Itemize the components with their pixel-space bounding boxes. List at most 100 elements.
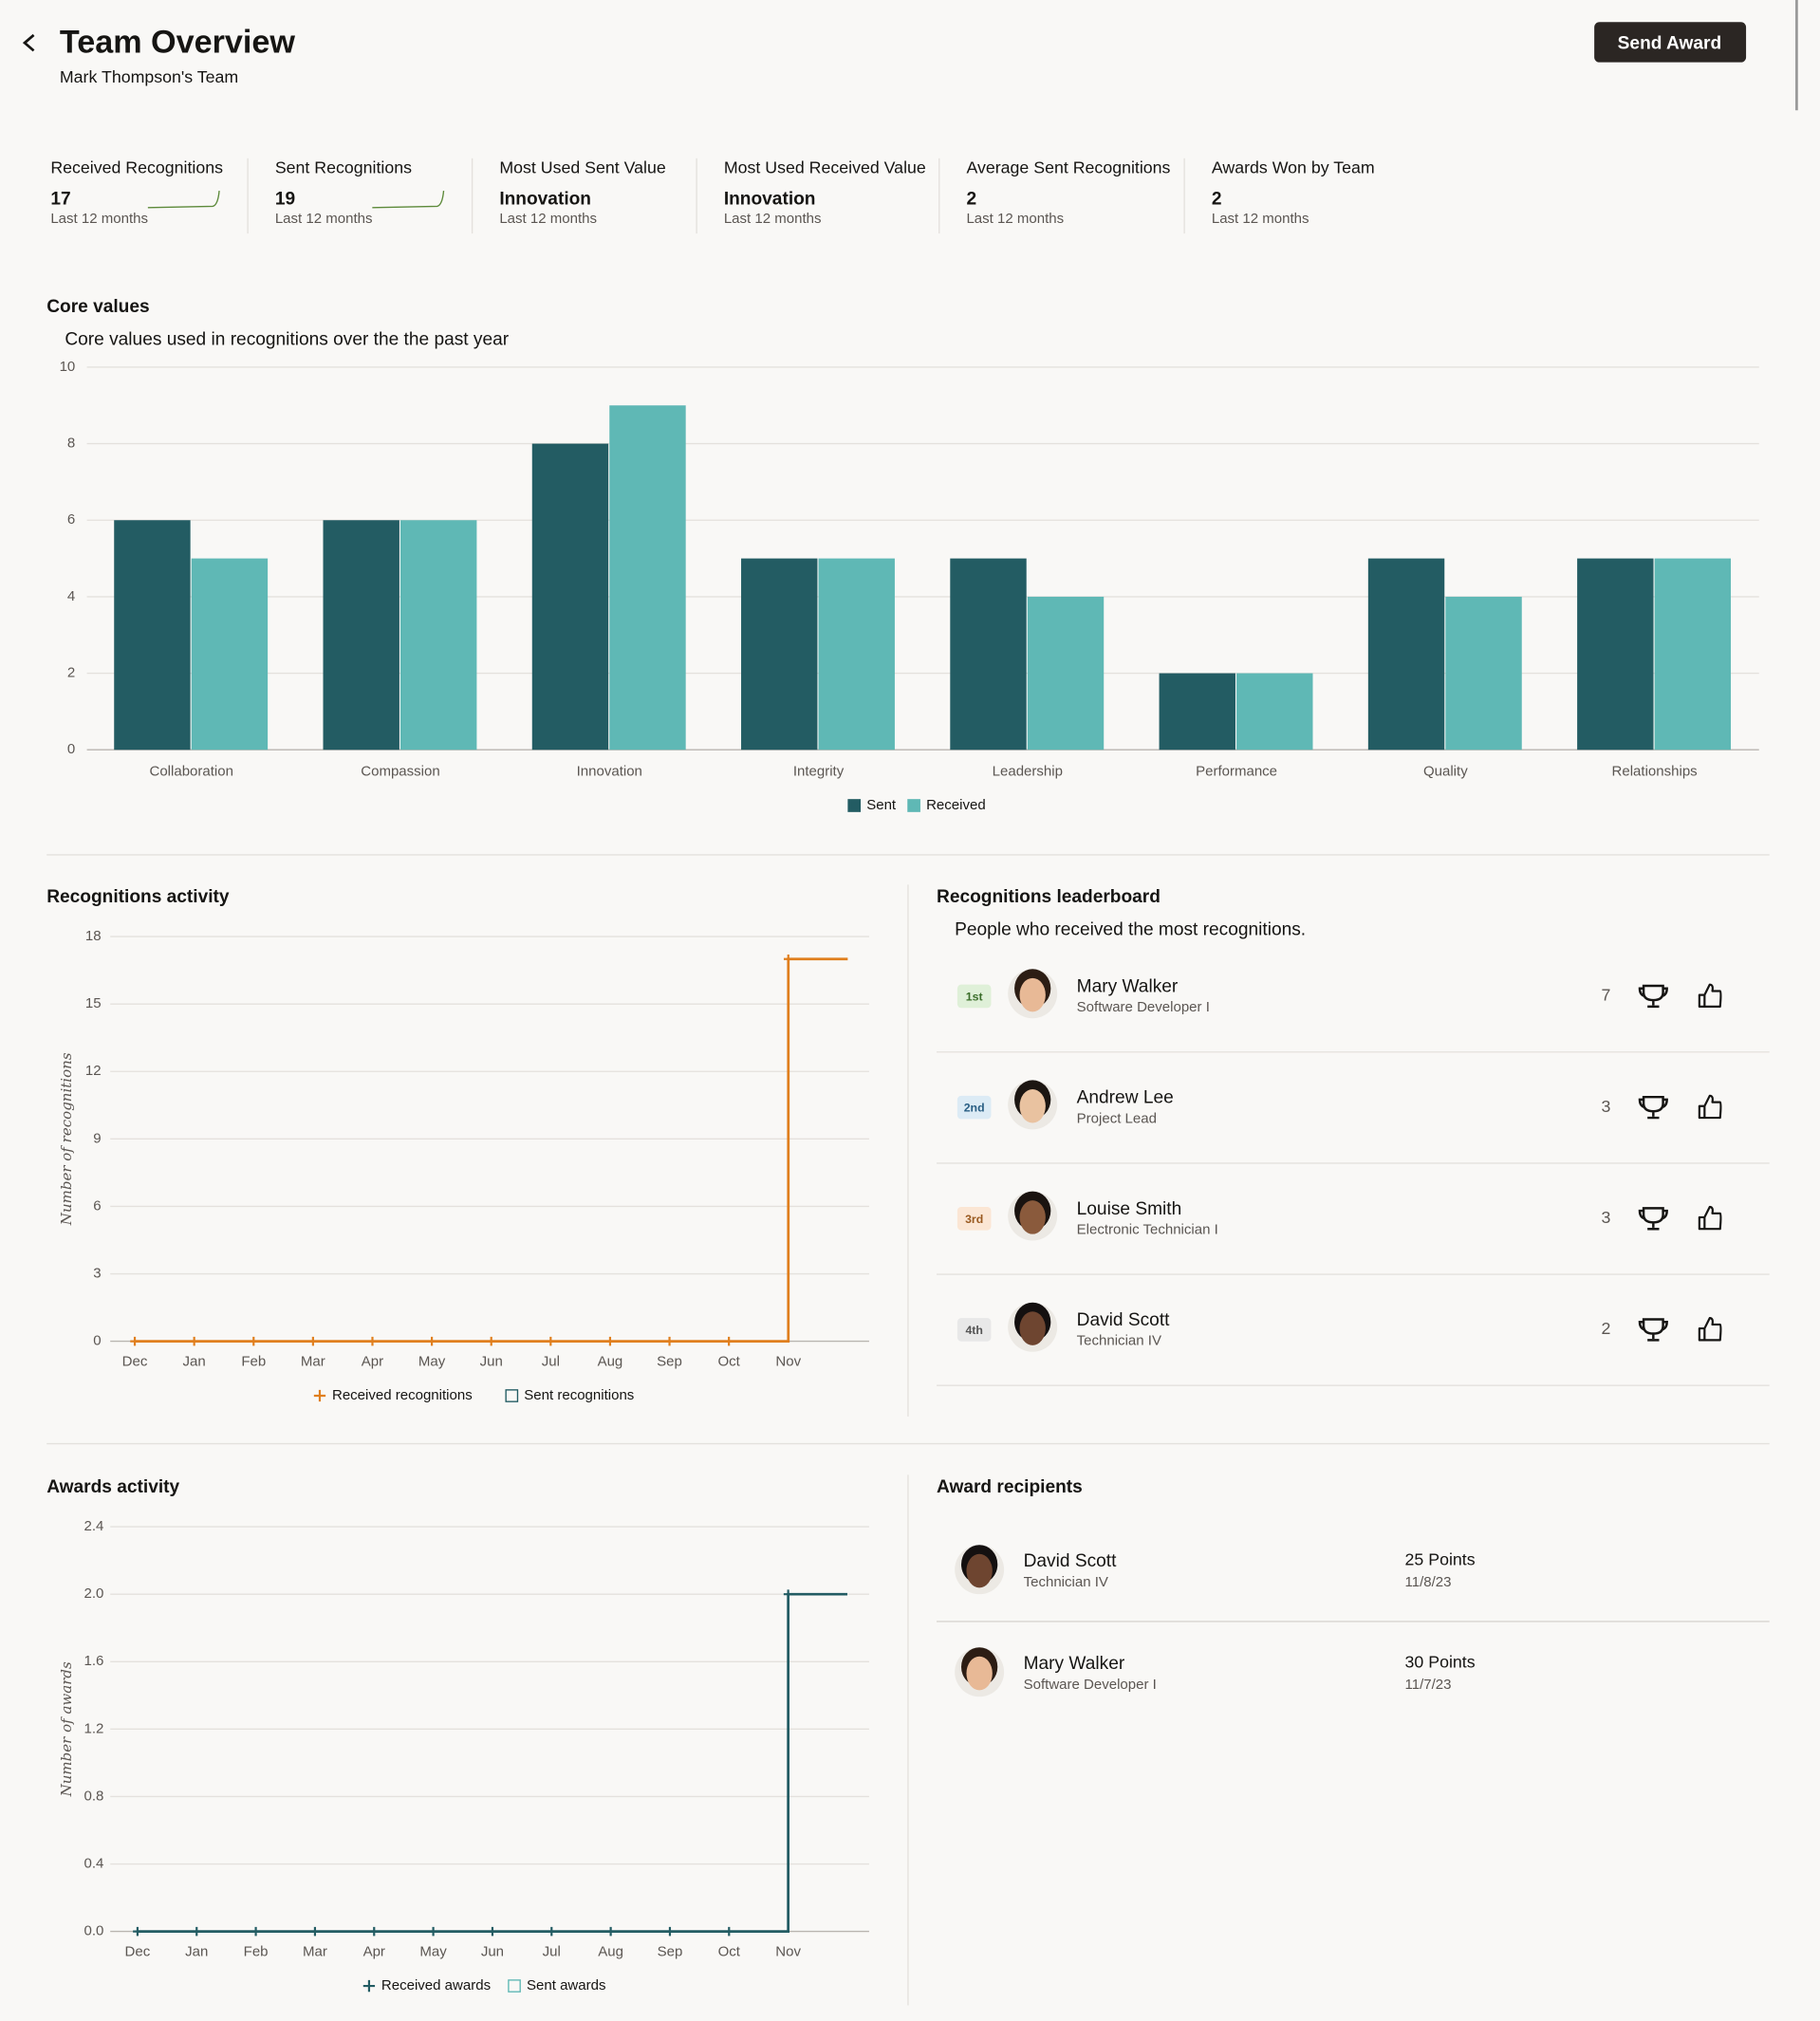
point-marker bbox=[664, 1336, 675, 1346]
person-role: Technician IV bbox=[1024, 1574, 1108, 1590]
legend-label: Received bbox=[926, 797, 986, 813]
point-marker bbox=[488, 1926, 497, 1937]
rank-label: 1st bbox=[966, 991, 983, 1004]
rank-label: 4th bbox=[965, 1324, 982, 1337]
x-tick-label: Jul bbox=[542, 1353, 560, 1369]
chart-title: Awards activity bbox=[46, 1477, 179, 1497]
point-marker bbox=[133, 1926, 142, 1937]
y-tick-label: 0 bbox=[93, 1333, 101, 1349]
person-role: Electronic Technician I bbox=[1077, 1222, 1218, 1238]
trophy-icon[interactable] bbox=[1638, 1095, 1668, 1120]
point-marker bbox=[665, 1926, 675, 1937]
point-marker bbox=[724, 1926, 734, 1937]
x-tick-label: Aug bbox=[598, 1353, 623, 1369]
kpi-sub: Last 12 months bbox=[966, 211, 1064, 227]
avatar-face bbox=[1019, 1200, 1046, 1234]
x-tick-label: Compassion bbox=[361, 763, 439, 779]
y-tick-label: 1.2 bbox=[84, 1720, 103, 1736]
thumb-icon[interactable] bbox=[1698, 1205, 1722, 1231]
y-axis-title: Number of recognitions bbox=[58, 1052, 75, 1226]
legend-marker[interactable] bbox=[313, 1389, 326, 1402]
send-award-button[interactable] bbox=[1594, 22, 1747, 63]
kpi-label: Most Used Sent Value bbox=[499, 158, 666, 176]
page-subtitle: Mark Thompson's Team bbox=[60, 67, 238, 86]
y-tick-label: 18 bbox=[85, 928, 102, 944]
bar bbox=[1445, 596, 1522, 751]
point-marker bbox=[251, 1926, 261, 1937]
rank-label: 3rd bbox=[965, 1213, 983, 1226]
kpi-sub: Last 12 months bbox=[499, 211, 597, 227]
avatar-face bbox=[1019, 1088, 1046, 1123]
x-tick-label: Nov bbox=[775, 1353, 801, 1369]
legend-marker[interactable] bbox=[362, 1979, 376, 1993]
trophy-icon[interactable] bbox=[1638, 984, 1668, 1009]
y-tick-label: 10 bbox=[60, 359, 76, 375]
point-marker bbox=[724, 1336, 734, 1346]
sparkline bbox=[147, 190, 220, 209]
award-date: 11/8/23 bbox=[1405, 1574, 1452, 1590]
x-tick-label: Nov bbox=[775, 1943, 801, 1959]
kpi-label: Awards Won by Team bbox=[1212, 158, 1375, 176]
kpi-value: 2 bbox=[966, 190, 976, 210]
legend-label: Sent awards bbox=[527, 1977, 605, 1993]
x-tick-label: Relationships bbox=[1612, 763, 1698, 779]
trophy-icon[interactable] bbox=[1638, 1207, 1668, 1231]
kpi-sub: Last 12 months bbox=[275, 211, 373, 227]
x-tick-label: Quality bbox=[1423, 763, 1468, 779]
section-title: Recognitions leaderboard bbox=[937, 887, 1161, 907]
point-marker bbox=[605, 1336, 615, 1346]
kpi-sub: Last 12 months bbox=[50, 211, 148, 227]
avatar-face bbox=[966, 1656, 993, 1691]
bar bbox=[950, 558, 1027, 751]
y-tick-label: 12 bbox=[85, 1063, 102, 1079]
y-tick-label: 2 bbox=[67, 665, 75, 681]
avatar-face bbox=[1019, 1311, 1046, 1345]
x-tick-label: Oct bbox=[718, 1943, 741, 1959]
x-tick-label: Feb bbox=[241, 1353, 266, 1369]
bar bbox=[191, 558, 269, 751]
kpi-label: Sent Recognitions bbox=[275, 158, 412, 176]
y-tick-label: 1.6 bbox=[84, 1653, 103, 1669]
y-tick-label: 0.8 bbox=[84, 1788, 103, 1804]
award-points: 30 Points bbox=[1405, 1652, 1476, 1671]
legend-swatch[interactable] bbox=[847, 799, 862, 812]
point-marker bbox=[486, 1336, 496, 1346]
y-tick-label: 2.4 bbox=[84, 1518, 103, 1534]
bar bbox=[1159, 673, 1235, 751]
x-tick-label: Oct bbox=[717, 1353, 740, 1369]
x-tick-label: Sep bbox=[657, 1353, 682, 1369]
bar bbox=[323, 520, 399, 751]
bar bbox=[1654, 558, 1732, 751]
rank-badge bbox=[956, 1206, 992, 1231]
point-marker bbox=[783, 954, 793, 964]
thumb-icon[interactable] bbox=[1698, 1094, 1722, 1120]
bar bbox=[818, 558, 895, 751]
kpi-label: Most Used Received Value bbox=[724, 158, 926, 176]
x-tick-label: May bbox=[418, 1353, 446, 1369]
bar bbox=[114, 520, 191, 751]
point-marker bbox=[249, 1336, 259, 1346]
point-marker bbox=[428, 1926, 438, 1937]
person-role: Technician IV bbox=[1077, 1333, 1161, 1349]
recognition-count: 3 bbox=[1601, 1208, 1610, 1227]
thumb-icon[interactable] bbox=[1698, 983, 1722, 1008]
y-tick-label: 2.0 bbox=[84, 1585, 103, 1602]
thumb-icon[interactable] bbox=[1698, 1317, 1722, 1342]
legend-swatch[interactable] bbox=[907, 799, 920, 812]
x-tick-label: May bbox=[419, 1943, 447, 1959]
legend-swatch[interactable] bbox=[508, 1979, 521, 1993]
legend-swatch[interactable] bbox=[505, 1389, 519, 1402]
kpi-value: Innovation bbox=[724, 190, 816, 210]
y-tick-label: 9 bbox=[93, 1130, 101, 1146]
point-marker bbox=[130, 1336, 139, 1346]
recognition-count: 7 bbox=[1601, 986, 1610, 1005]
point-marker bbox=[605, 1926, 616, 1937]
bar bbox=[399, 520, 477, 751]
trophy-icon[interactable] bbox=[1638, 1318, 1668, 1342]
chart-title: Recognitions activity bbox=[46, 887, 230, 907]
person-role: Software Developer I bbox=[1024, 1677, 1157, 1693]
bar bbox=[1367, 558, 1445, 751]
back-button[interactable] bbox=[22, 33, 35, 52]
bar bbox=[609, 405, 686, 751]
chart-title: Core values bbox=[46, 297, 149, 317]
